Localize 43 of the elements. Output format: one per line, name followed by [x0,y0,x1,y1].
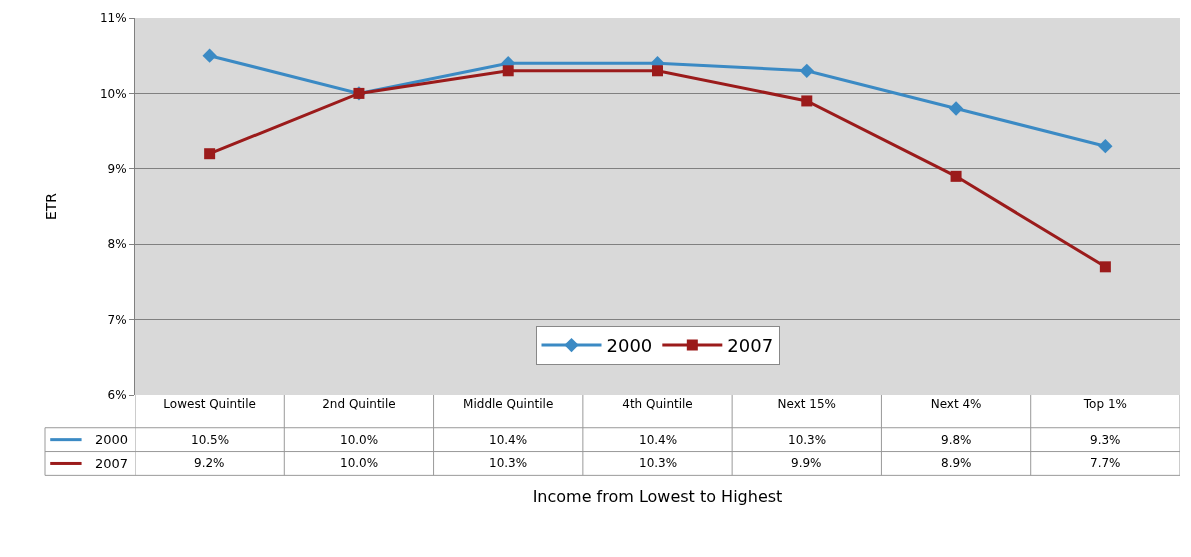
legend-label: 2007 [727,335,774,357]
data-label: 10.4% [489,433,528,447]
data-label: 9.9% [791,456,822,470]
data-label: 7.7% [1090,456,1121,470]
point [1099,261,1111,273]
x-tick-label: Next 4% [930,397,982,411]
data-label: 9.8% [941,433,972,447]
data-label: 9.3% [1090,433,1121,447]
point [202,48,217,63]
x-tick-label: 2nd Quintile [322,397,396,411]
text: 2000 [95,432,129,447]
point [799,63,814,78]
data-label: 10.3% [788,433,827,447]
data-label: 10.5% [191,433,230,447]
data-label: 10.3% [489,456,528,470]
point [950,170,962,182]
data-label: 9.2% [194,456,225,470]
x-tick-label: Next 15% [777,397,837,411]
data-label: 10.0% [340,456,379,470]
y-tick-label: 7% [107,312,127,327]
text: 2007 [95,456,129,471]
y-tick-label: 10% [99,86,127,101]
point [1098,139,1113,154]
y-tick-label: 6% [107,388,127,403]
x-axis-title: Income from Lowest to Highest [532,486,783,506]
point [948,101,964,116]
point [801,95,813,107]
x-tick-label: Top 1% [1082,397,1127,411]
legend-label: 2000 [606,335,653,357]
data-label: 10.0% [340,433,379,447]
point [204,148,216,160]
x-tick-label: Lowest Quintile [163,397,256,411]
point [652,65,663,77]
y-axis-title: ETR [42,192,59,221]
y-tick-label: 8% [107,237,127,252]
data-label: 8.9% [941,456,972,470]
x-tick-label: 4th Quintile [622,397,693,411]
y-tick-label: 11% [99,11,127,26]
point [502,65,514,77]
data-label: 10.4% [639,433,678,447]
y-tick-label: 9% [107,162,127,176]
data-label: 10.3% [639,456,678,470]
x-tick-label: Middle Quintile [463,397,554,411]
